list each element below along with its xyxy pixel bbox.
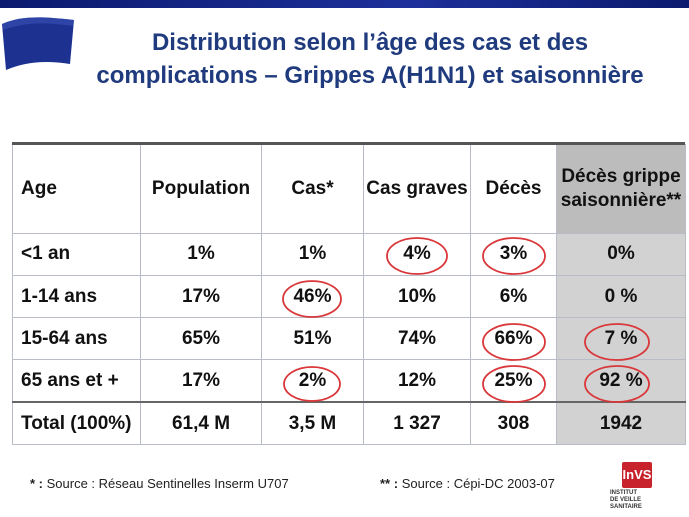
header-cell-deces-grippe-saisonniere: Décès grippe saisonnière** (556, 144, 686, 234)
total-row: Total (100%) 61,4 M 3,5 M 1 327 308 1942 (12, 401, 686, 446)
cas-graves-cell: 12% (363, 359, 471, 403)
deces-cell: 3% (470, 232, 557, 276)
cas-cell: 51% (261, 317, 364, 361)
population-cell: 17% (140, 359, 262, 403)
total-label-cell: Total (100%) (12, 401, 141, 446)
invs-logo: InVS INSTITUT DE VEILLE SANITAIRE (608, 462, 668, 512)
table-row: <1 an 1% 1% 4% 3% 0% (12, 232, 686, 276)
table-header-row: Age Population Cas* Cas graves Décès Déc… (12, 144, 686, 234)
title-line-1: Distribution selon l’âge des cas et des (151, 29, 589, 56)
title-line-2: complications – Grippes A(H1N1) et saiso… (96, 62, 644, 89)
slide-title: Distribution selon l’âge des cas et des … (60, 26, 680, 92)
cas-graves-cell: 4% (363, 232, 471, 276)
population-cell: 65% (140, 317, 262, 361)
cas-total-cell: 3,5 M (261, 401, 364, 446)
header-cell-cas-graves: Cas graves (363, 144, 471, 234)
age-distribution-table-wrapper: Age Population Cas* Cas graves Décès Déc… (12, 142, 686, 446)
age-cell: <1 an (12, 232, 141, 276)
top-banner (0, 0, 689, 8)
deces-saisonniere-total-cell: 1942 (556, 401, 686, 446)
population-total-cell: 61,4 M (140, 401, 262, 446)
cas-graves-total-cell: 1 327 (363, 401, 471, 446)
table-row: 1-14 ans 17% 46% 10% 6% 0 % (12, 274, 686, 319)
cas-cell: 46% (261, 274, 364, 319)
deces-saisonniere-cell: 0 % (556, 274, 686, 319)
population-cell: 17% (140, 274, 262, 319)
footnote-source-1: * : Source : Réseau Sentinelles Inserm U… (30, 476, 289, 491)
deces-saisonniere-cell: 0% (556, 232, 686, 276)
footnote-2-marker: ** : (380, 476, 399, 491)
deces-cell: 66% (470, 317, 557, 361)
cas-graves-cell: 74% (363, 317, 471, 361)
footnote-1-marker: * : (30, 476, 43, 491)
footnote-1-text: Source : Réseau Sentinelles Inserm U707 (46, 476, 289, 491)
deces-cell: 25% (470, 359, 557, 403)
cas-graves-cell: 10% (363, 274, 471, 319)
population-cell: 1% (140, 232, 262, 276)
header-cell-population: Population (140, 144, 262, 234)
cas-cell: 2% (261, 359, 364, 403)
age-cell: 15-64 ans (12, 317, 141, 361)
footnote-source-2: ** : Source : Cépi-DC 2003-07 (380, 476, 555, 491)
invs-logo-mark: InVS (622, 462, 652, 488)
footnote-2-text: Source : Cépi-DC 2003-07 (401, 476, 555, 491)
table-row: 65 ans et + 17% 2% 12% 25% 92 % (12, 359, 686, 403)
invs-logo-line-1: INSTITUT (610, 490, 637, 496)
invs-logo-text: INSTITUT DE VEILLE SANITAIRE (610, 490, 670, 511)
header-cell-deces: Décès (470, 144, 557, 234)
age-distribution-table: Age Population Cas* Cas graves Décès Déc… (12, 144, 686, 446)
table-row: 15-64 ans 65% 51% 74% 66% 7 % (12, 317, 686, 361)
age-cell: 65 ans et + (12, 359, 141, 403)
table-top-rule (12, 142, 685, 145)
cas-cell: 1% (261, 232, 364, 276)
deces-total-cell: 308 (470, 401, 557, 446)
deces-saisonniere-cell: 92 % (556, 359, 686, 403)
header-cell-age: Age (12, 144, 141, 234)
deces-saisonniere-cell: 7 % (556, 317, 686, 361)
header-cell-cas: Cas* (261, 144, 364, 234)
invs-logo-line-2: DE VEILLE SANITAIRE (610, 497, 642, 510)
deces-cell: 6% (470, 274, 557, 319)
flag-icon (2, 17, 74, 71)
age-cell: 1-14 ans (12, 274, 141, 319)
